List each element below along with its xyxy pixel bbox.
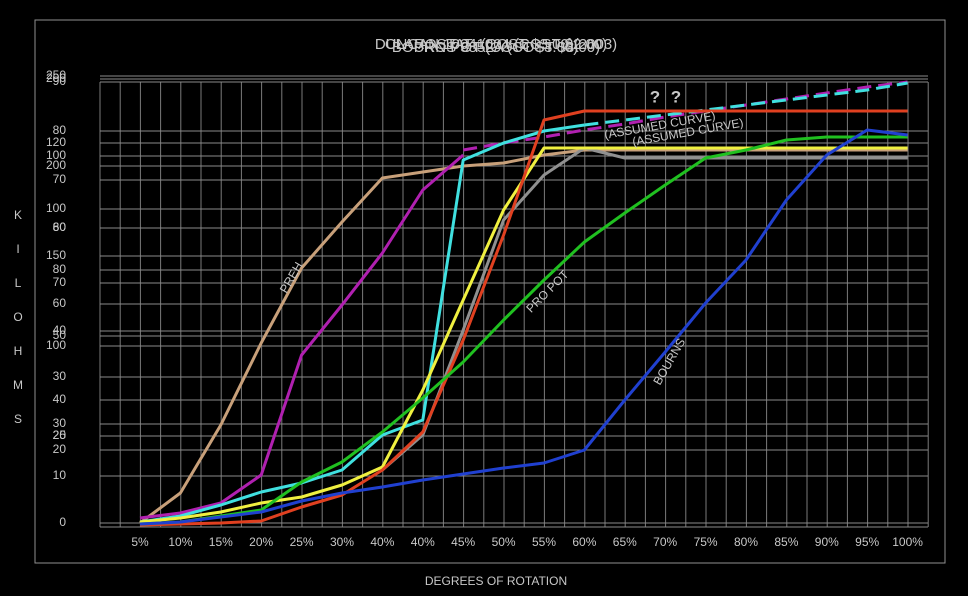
x-tick-label: 30% xyxy=(330,535,354,549)
y-tick-label: 100 xyxy=(46,201,66,215)
y-tick-label: 80 xyxy=(53,262,67,276)
x-tick-label: 70% xyxy=(653,535,677,549)
series-line xyxy=(139,128,908,526)
y-tick-label: 60 xyxy=(53,220,67,234)
series-line xyxy=(584,81,908,127)
x-tick-label: 5% xyxy=(131,535,149,549)
y-tick-label: 70 xyxy=(53,172,67,186)
x-tick-label: 75% xyxy=(694,535,718,549)
y-tick-label: 10 xyxy=(53,468,67,482)
y-tick-label: 100 xyxy=(46,338,66,352)
x-tick-label: 50% xyxy=(492,535,516,549)
y-tick-label: 100 xyxy=(46,148,66,162)
y-tick-label: 40 xyxy=(53,392,67,406)
series-line xyxy=(139,135,908,526)
y-tick-label: 0 xyxy=(59,515,66,529)
x-tick-label: 55% xyxy=(532,535,556,549)
x-tick-label: 100% xyxy=(892,535,923,549)
series-line xyxy=(139,153,465,520)
x-tick-label: 60% xyxy=(572,535,596,549)
y-tick-label: 50 xyxy=(53,328,67,342)
y-tick-label: 200 xyxy=(46,71,66,85)
x-axis-label: DEGREES OF ROTATION xyxy=(425,574,567,588)
y-tick-label: 80 xyxy=(53,123,67,137)
x-tick-label: 20% xyxy=(249,535,273,549)
x-tick-label: 15% xyxy=(209,535,233,549)
annotation: ? xyxy=(650,87,660,106)
series-line xyxy=(139,123,585,524)
chart-title: DUNCAN 1004 (COST $3.00)(2003) xyxy=(375,36,617,53)
y-tick-label: 80 xyxy=(53,220,67,234)
x-tick-label: 40% xyxy=(411,535,435,549)
y-tick-label: 40 xyxy=(53,323,67,337)
y-tick-label: 70 xyxy=(53,275,67,289)
y-tick-label: 250 xyxy=(46,68,66,82)
y-tick-label: 90 xyxy=(53,74,67,88)
chart-title: PRO POT (COST $3.00) xyxy=(414,39,579,56)
x-tick-label: 40% xyxy=(370,535,394,549)
series-line xyxy=(139,148,908,525)
y-tick-label: 20 xyxy=(53,428,67,442)
chart-title: BOURNS 3852A (COST $3.00) xyxy=(392,39,600,56)
y-tick-label: 30 xyxy=(53,416,67,430)
y-tick-label: 150 xyxy=(46,248,66,262)
x-tick-label: 10% xyxy=(168,535,192,549)
y-tick-label: 30 xyxy=(53,369,67,383)
y-tick-label: 120 xyxy=(46,135,66,149)
x-tick-label: 95% xyxy=(855,535,879,549)
x-tick-label: 85% xyxy=(774,535,798,549)
x-tick-label: 80% xyxy=(734,535,758,549)
x-tick-label: 65% xyxy=(613,535,637,549)
x-tick-label: 90% xyxy=(815,535,839,549)
series-line xyxy=(139,109,908,527)
annotation: ? xyxy=(671,87,681,106)
y-tick-label: 200 xyxy=(46,158,66,172)
chart-title: CLAROSTAT 1004 (COST $2.00) xyxy=(385,36,607,53)
x-tick-label: 45% xyxy=(451,535,475,549)
y-tick-label: 20 xyxy=(53,442,67,456)
y-tick-label: 60 xyxy=(53,296,67,310)
x-tick-label: 25% xyxy=(290,535,314,549)
y-tick-label: 25 xyxy=(53,428,67,442)
frame xyxy=(34,19,946,564)
series-line xyxy=(381,146,908,472)
